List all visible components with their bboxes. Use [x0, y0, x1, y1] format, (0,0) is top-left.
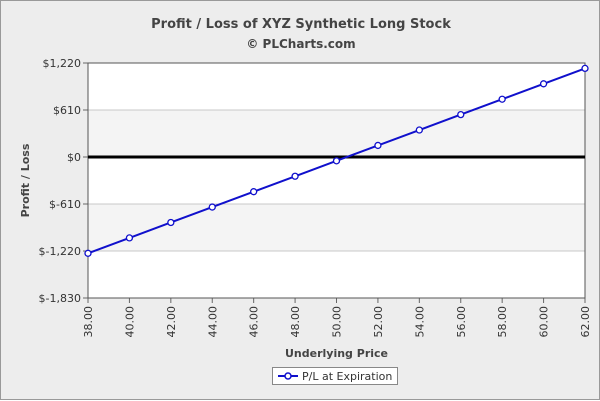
data-point	[125, 234, 134, 242]
x-tick-label: 40.00	[123, 306, 136, 338]
x-tick-label: 58.00	[496, 306, 509, 338]
data-point	[250, 188, 258, 196]
y-tick-label: $610	[53, 104, 81, 117]
chart-title: Profit / Loss of XYZ Synthetic Long Stoc…	[151, 17, 451, 32]
data-point	[539, 80, 548, 88]
y-tick-label: $0	[67, 151, 81, 164]
y-tick-label: $-610	[49, 198, 81, 211]
data-point	[498, 95, 506, 103]
data-point	[208, 203, 216, 211]
plot-band	[88, 110, 585, 157]
data-point	[457, 110, 465, 119]
y-tick-label: $-1,830	[39, 292, 81, 305]
data-point	[167, 218, 175, 227]
legend: P/L at Expiration	[272, 367, 398, 385]
x-tick-label: 38.00	[82, 306, 95, 338]
y-axis-label: Profit / Loss	[19, 143, 32, 217]
data-point	[374, 141, 382, 150]
data-point	[415, 126, 423, 134]
x-tick-label: 42.00	[165, 306, 178, 338]
plot-border	[87, 62, 586, 299]
chart-subtitle: © PLCharts.com	[246, 37, 356, 51]
x-tick-label: 56.00	[455, 306, 468, 338]
x-tick-label: 44.00	[206, 306, 219, 338]
y-tick-label: $1,220	[43, 57, 82, 70]
plot-band	[88, 204, 585, 251]
x-tick-label: 46.00	[248, 306, 261, 338]
x-tick-label: 52.00	[372, 306, 385, 338]
data-point	[332, 157, 341, 165]
legend-swatch	[278, 372, 298, 380]
data-point	[291, 172, 299, 180]
data-point	[84, 249, 92, 257]
x-tick-label: 48.00	[289, 306, 302, 338]
x-tick-label: 60.00	[538, 306, 551, 338]
data-point	[581, 64, 589, 73]
x-axis-label: Underlying Price	[285, 347, 388, 360]
x-tick-label: 62.00	[579, 306, 592, 338]
x-tick-label: 50.00	[331, 306, 344, 338]
legend-label: P/L at Expiration	[302, 370, 393, 383]
y-tick-label: $-1,220	[39, 245, 81, 258]
plot-area	[88, 63, 585, 298]
x-tick-label: 54.00	[413, 306, 426, 338]
